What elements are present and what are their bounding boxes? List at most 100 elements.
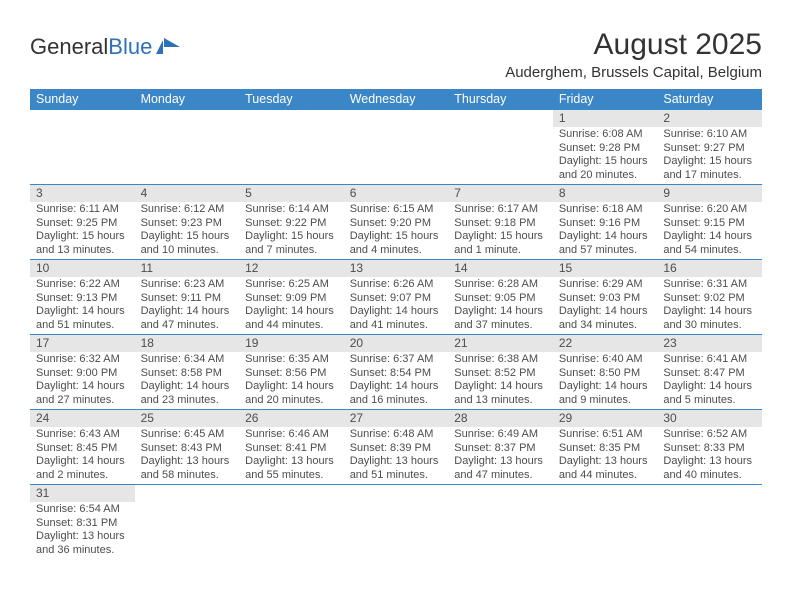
sunset-line: Sunset: 9:00 PM (36, 367, 129, 381)
empty-cell (553, 485, 658, 560)
day-number: 31 (30, 485, 135, 502)
day-number: 14 (448, 260, 553, 277)
day-cell: 20Sunrise: 6:37 AMSunset: 8:54 PMDayligh… (344, 335, 449, 410)
logo-flag-icon (156, 38, 182, 54)
daylight-line: Daylight: 14 hours and 5 minutes. (663, 380, 756, 407)
daylight-line: Daylight: 14 hours and 44 minutes. (245, 305, 338, 332)
day-number: 17 (30, 335, 135, 352)
empty-cell (239, 110, 344, 185)
day-body: Sunrise: 6:23 AMSunset: 9:11 PMDaylight:… (135, 277, 240, 334)
day-body: Sunrise: 6:25 AMSunset: 9:09 PMDaylight:… (239, 277, 344, 334)
daylight-line: Daylight: 14 hours and 41 minutes. (350, 305, 443, 332)
day-body: Sunrise: 6:46 AMSunset: 8:41 PMDaylight:… (239, 427, 344, 484)
sunset-line: Sunset: 9:03 PM (559, 292, 652, 306)
sunset-line: Sunset: 9:27 PM (663, 142, 756, 156)
sunrise-line: Sunrise: 6:46 AM (245, 428, 338, 442)
daylight-line: Daylight: 15 hours and 20 minutes. (559, 155, 652, 182)
day-body: Sunrise: 6:35 AMSunset: 8:56 PMDaylight:… (239, 352, 344, 409)
logo-text-1: General (30, 34, 108, 60)
weekday-header: Thursday (448, 89, 553, 110)
day-body: Sunrise: 6:38 AMSunset: 8:52 PMDaylight:… (448, 352, 553, 409)
day-cell: 31Sunrise: 6:54 AMSunset: 8:31 PMDayligh… (30, 485, 135, 560)
sunrise-line: Sunrise: 6:23 AM (141, 278, 234, 292)
header: GeneralBlue August 2025 Auderghem, Bruss… (30, 28, 762, 81)
calendar-header-row: SundayMondayTuesdayWednesdayThursdayFrid… (30, 89, 762, 110)
day-body: Sunrise: 6:18 AMSunset: 9:16 PMDaylight:… (553, 202, 658, 259)
day-cell: 14Sunrise: 6:28 AMSunset: 9:05 PMDayligh… (448, 260, 553, 335)
daylight-line: Daylight: 14 hours and 9 minutes. (559, 380, 652, 407)
day-body: Sunrise: 6:29 AMSunset: 9:03 PMDaylight:… (553, 277, 658, 334)
daylight-line: Daylight: 14 hours and 27 minutes. (36, 380, 129, 407)
sunset-line: Sunset: 8:41 PM (245, 442, 338, 456)
sunrise-line: Sunrise: 6:20 AM (663, 203, 756, 217)
day-number: 20 (344, 335, 449, 352)
daylight-line: Daylight: 15 hours and 17 minutes. (663, 155, 756, 182)
sunset-line: Sunset: 9:23 PM (141, 217, 234, 231)
day-cell: 5Sunrise: 6:14 AMSunset: 9:22 PMDaylight… (239, 185, 344, 260)
day-body: Sunrise: 6:10 AMSunset: 9:27 PMDaylight:… (657, 127, 762, 184)
day-body: Sunrise: 6:51 AMSunset: 8:35 PMDaylight:… (553, 427, 658, 484)
day-body: Sunrise: 6:41 AMSunset: 8:47 PMDaylight:… (657, 352, 762, 409)
sunrise-line: Sunrise: 6:45 AM (141, 428, 234, 442)
sunrise-line: Sunrise: 6:15 AM (350, 203, 443, 217)
weekday-header: Friday (553, 89, 658, 110)
daylight-line: Daylight: 13 hours and 47 minutes. (454, 455, 547, 482)
day-cell: 13Sunrise: 6:26 AMSunset: 9:07 PMDayligh… (344, 260, 449, 335)
sunrise-line: Sunrise: 6:41 AM (663, 353, 756, 367)
day-number: 23 (657, 335, 762, 352)
daylight-line: Daylight: 14 hours and 34 minutes. (559, 305, 652, 332)
daylight-line: Daylight: 14 hours and 54 minutes. (663, 230, 756, 257)
sunrise-line: Sunrise: 6:12 AM (141, 203, 234, 217)
day-body: Sunrise: 6:31 AMSunset: 9:02 PMDaylight:… (657, 277, 762, 334)
sunrise-line: Sunrise: 6:28 AM (454, 278, 547, 292)
day-cell: 21Sunrise: 6:38 AMSunset: 8:52 PMDayligh… (448, 335, 553, 410)
day-body: Sunrise: 6:22 AMSunset: 9:13 PMDaylight:… (30, 277, 135, 334)
sunset-line: Sunset: 8:56 PM (245, 367, 338, 381)
daylight-line: Daylight: 15 hours and 13 minutes. (36, 230, 129, 257)
sunset-line: Sunset: 8:39 PM (350, 442, 443, 456)
daylight-line: Daylight: 14 hours and 13 minutes. (454, 380, 547, 407)
day-body: Sunrise: 6:54 AMSunset: 8:31 PMDaylight:… (30, 502, 135, 559)
day-cell: 4Sunrise: 6:12 AMSunset: 9:23 PMDaylight… (135, 185, 240, 260)
day-body: Sunrise: 6:11 AMSunset: 9:25 PMDaylight:… (30, 202, 135, 259)
sunset-line: Sunset: 9:11 PM (141, 292, 234, 306)
empty-cell (657, 485, 762, 560)
sunset-line: Sunset: 8:31 PM (36, 517, 129, 531)
day-cell: 27Sunrise: 6:48 AMSunset: 8:39 PMDayligh… (344, 410, 449, 485)
day-number: 18 (135, 335, 240, 352)
daylight-line: Daylight: 13 hours and 36 minutes. (36, 530, 129, 557)
page-title: August 2025 (505, 28, 762, 62)
sunset-line: Sunset: 8:58 PM (141, 367, 234, 381)
day-number: 10 (30, 260, 135, 277)
day-cell: 30Sunrise: 6:52 AMSunset: 8:33 PMDayligh… (657, 410, 762, 485)
day-cell: 1Sunrise: 6:08 AMSunset: 9:28 PMDaylight… (553, 110, 658, 185)
day-cell: 15Sunrise: 6:29 AMSunset: 9:03 PMDayligh… (553, 260, 658, 335)
sunrise-line: Sunrise: 6:48 AM (350, 428, 443, 442)
day-body: Sunrise: 6:37 AMSunset: 8:54 PMDaylight:… (344, 352, 449, 409)
empty-cell (448, 485, 553, 560)
day-number: 2 (657, 110, 762, 127)
sunset-line: Sunset: 9:28 PM (559, 142, 652, 156)
day-number: 28 (448, 410, 553, 427)
weekday-header: Saturday (657, 89, 762, 110)
day-number: 13 (344, 260, 449, 277)
logo: GeneralBlue (30, 34, 182, 60)
day-cell: 29Sunrise: 6:51 AMSunset: 8:35 PMDayligh… (553, 410, 658, 485)
day-cell: 19Sunrise: 6:35 AMSunset: 8:56 PMDayligh… (239, 335, 344, 410)
day-cell: 11Sunrise: 6:23 AMSunset: 9:11 PMDayligh… (135, 260, 240, 335)
day-number: 5 (239, 185, 344, 202)
empty-cell (135, 485, 240, 560)
daylight-line: Daylight: 14 hours and 30 minutes. (663, 305, 756, 332)
day-number: 16 (657, 260, 762, 277)
sunrise-line: Sunrise: 6:32 AM (36, 353, 129, 367)
daylight-line: Daylight: 13 hours and 44 minutes. (559, 455, 652, 482)
day-number: 29 (553, 410, 658, 427)
day-cell: 22Sunrise: 6:40 AMSunset: 8:50 PMDayligh… (553, 335, 658, 410)
day-number: 12 (239, 260, 344, 277)
weekday-header: Wednesday (344, 89, 449, 110)
daylight-line: Daylight: 13 hours and 40 minutes. (663, 455, 756, 482)
day-number: 19 (239, 335, 344, 352)
sunrise-line: Sunrise: 6:38 AM (454, 353, 547, 367)
sunset-line: Sunset: 8:50 PM (559, 367, 652, 381)
day-cell: 26Sunrise: 6:46 AMSunset: 8:41 PMDayligh… (239, 410, 344, 485)
